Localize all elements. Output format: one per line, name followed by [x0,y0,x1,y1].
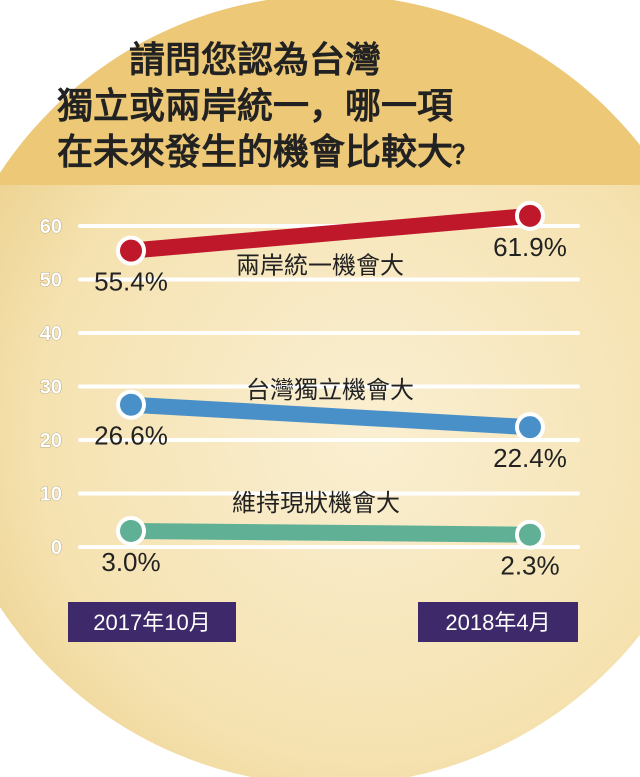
title-line-3: 在未來發生的機會比較大 [57,132,453,173]
data-point [515,200,545,231]
y-tick-label: 0 [51,537,62,559]
series-line [123,207,538,259]
y-axis-ticks: 0 10 20 30 40 50 60 [39,216,62,560]
y-tick-label: 20 [40,430,62,452]
series-line [123,522,538,543]
title-line-1: 請問您認為台灣 [129,40,381,81]
data-point [515,412,545,443]
value-label: 2.3% [500,551,559,581]
y-tick-label: 60 [40,216,62,238]
data-point [116,515,146,546]
series-1: 55.4% 61.9% 兩岸統一機會大 [94,200,567,297]
y-tick-label: 40 [40,323,62,345]
series-line [123,396,538,436]
x-axis-categories: 2017年10月 2018年4月 [68,602,578,642]
chart-title: 請問您認為台灣 獨立或兩岸統一，哪一項 在未來發生的機會比較大 ？ [57,40,478,173]
data-point [116,235,146,266]
series-name-label: 維持現狀機會大 [232,489,400,517]
x-category-label: 2018年4月 [445,610,550,635]
series-name-label: 兩岸統一機會大 [236,251,404,279]
title-question-mark: ？ [452,141,478,171]
data-point [116,389,146,420]
value-label: 61.9% [493,232,567,262]
series-name-label: 台灣獨立機會大 [246,376,414,404]
value-label: 3.0% [101,547,160,577]
value-label: 55.4% [94,267,168,297]
series: 55.4% 61.9% 兩岸統一機會大 26.6% 22.4% 台灣獨立機會大 3.0% 2.… [94,200,567,581]
series-2: 26.6% 22.4% 台灣獨立機會大 [94,376,567,473]
category-box [418,602,578,642]
data-point [515,519,545,550]
series-3: 3.0% 2.3% 維持現狀機會大 [101,489,559,581]
value-label: 22.4% [493,443,567,473]
value-label: 26.6% [94,421,168,451]
y-tick-label: 10 [40,484,62,506]
y-tick-label: 30 [40,377,62,399]
category-box [68,602,236,642]
title-line-2: 獨立或兩岸統一，哪一項 [57,86,454,127]
y-tick-label: 50 [40,270,62,292]
x-category-label: 2017年10月 [93,610,210,635]
